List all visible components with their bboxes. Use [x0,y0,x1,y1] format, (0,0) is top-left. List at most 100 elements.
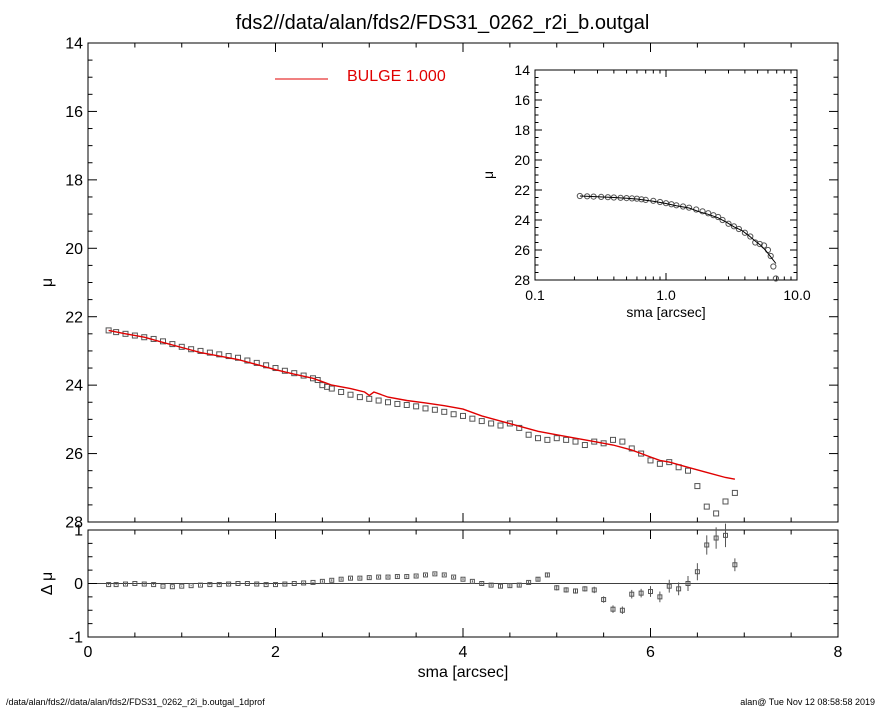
residual-data-point [263,582,269,588]
residual-data-point [516,582,522,588]
main-data-point [581,442,588,449]
main-data-point [216,351,223,358]
residual-data-point [479,581,485,586]
residual-data-point [329,577,335,583]
residual-data-point [685,581,691,586]
main-y-tick-label: 16 [65,104,83,121]
residual-data-point [348,575,353,581]
residual-data-point [273,582,278,588]
inset-x-tick-label: 1.0 [656,287,676,303]
residual-data-point [179,583,185,589]
residual-data-point [160,583,166,589]
inset-model-line [579,195,777,264]
inset-y-axis-label: μ [480,171,496,179]
main-data-point [731,489,738,496]
residual-data-point [648,589,653,595]
main-data-point [422,405,429,412]
main-model-line [108,329,736,480]
residual-data-point [376,574,382,580]
residual-data-point [629,591,635,597]
main-y-tick-label: 28 [65,515,83,532]
residual-data-point [601,597,607,603]
inset-data-point [767,252,774,260]
residual-data-point [498,583,503,589]
main-data-point [610,436,616,443]
residual-data-point [132,581,138,586]
main-data-point [544,436,551,443]
main-y-tick-label: 18 [65,172,83,189]
inset-data-point [756,240,763,248]
main-data-point [647,457,654,464]
inset-data-point [747,233,754,240]
residual-data-point [732,562,738,568]
residual-data-point [207,582,213,588]
main-y-tick-label: 14 [65,36,83,53]
inset-y-tick-label: 24 [514,212,530,228]
main-data-point [394,400,401,407]
main-data-point [403,401,410,408]
plot-title: fds2//data/alan/fds2/FDS31_0262_r2i_b.ou… [235,12,650,34]
residual-data-point [385,574,391,580]
main-data-point [244,357,251,364]
main-data-point [450,411,457,418]
inset-y-tick-label: 16 [514,92,530,108]
residual-y-tick-label: 0 [74,576,83,593]
main-data-point [497,422,504,429]
inset-data-point [770,263,777,270]
residual-data-point [657,594,663,600]
residual-data-point [282,581,288,587]
main-data-point [366,395,373,402]
main-data-point [638,450,645,457]
footer-timestamp: alan@ Tue Nov 12 08:58:58 2019 [740,697,875,707]
residual-data-point [106,582,112,588]
main-data-point [469,415,476,422]
residual-data-point [704,542,710,548]
main-data-point [713,510,720,517]
inset-y-tick-label: 22 [514,182,530,198]
inset-plot-panel: 0.1 1.0 10.0 14 16 18 20 22 24 26 28 sma [arcsec] μ [480,62,811,320]
residual-data-point [535,576,541,582]
main-data-point [441,408,448,415]
inset-y-tick-label: 20 [514,152,530,168]
residual-data-point [319,578,325,584]
residual-x-tick-label: 0 [84,644,93,661]
residual-data-point [291,581,297,586]
residual-data-point [507,583,513,589]
residual-data-point [460,576,466,582]
residual-data-point [423,572,428,578]
inset-x-tick-label: 0.1 [525,287,545,303]
residual-x-axis-label: sma [arcsec] [418,664,509,681]
residual-data-point [169,584,175,590]
main-data-point [197,347,204,354]
residual-data-point [254,581,260,587]
residual-data-point [113,582,119,588]
residual-data-point [694,569,700,575]
inset-data-point [699,208,706,215]
residual-y-axis-label: Δ μ [39,572,56,595]
residual-data-point [338,576,344,582]
inset-frame [534,69,798,281]
residual-data-point [366,575,372,581]
main-data-point [225,353,232,360]
main-data-point [656,460,663,467]
inset-data-point [741,229,748,236]
main-data-point [347,391,354,398]
residual-data-point [469,578,475,584]
main-data-point [253,359,260,366]
main-data-point [375,397,382,404]
main-data-point [572,438,579,445]
main-data-point [553,435,560,442]
main-data-point [413,403,420,410]
residual-data-point [301,580,307,586]
main-y-tick-label: 20 [65,241,83,258]
residual-data-point [394,574,400,580]
main-data-point [385,399,391,406]
main-data-point [206,349,213,356]
main-y-axis-label: μ [39,278,56,287]
inset-data-point [730,223,738,230]
main-data-point [722,498,729,505]
residual-data-point [141,581,147,587]
main-data-point [356,394,363,401]
main-y-tick-label: 24 [65,378,83,395]
inset-x-tick-label: 10.0 [783,287,810,303]
